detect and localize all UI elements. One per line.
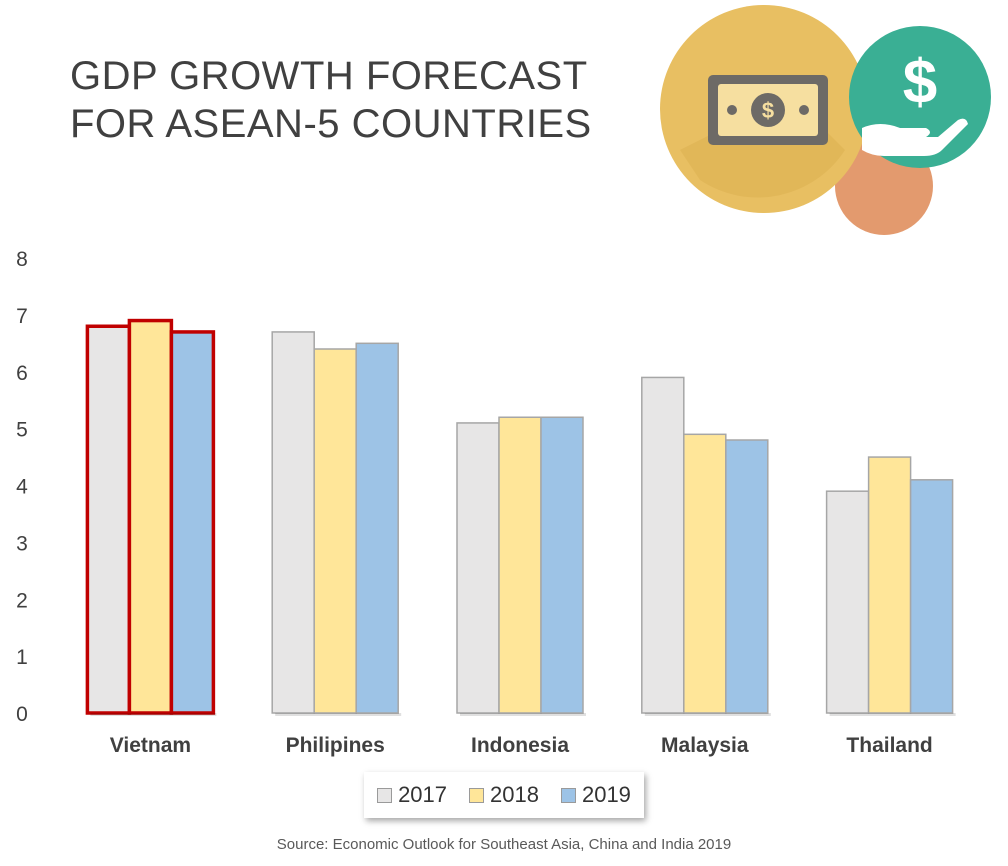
y-tick-label-4: 4 (16, 476, 28, 499)
y-tick-label-1: 1 (16, 646, 28, 669)
chart-title-line-1: GDP GROWTH FORECAST (70, 54, 588, 98)
legend-item-2019: 2019 (560, 782, 631, 808)
y-tick-label-6: 6 (16, 362, 28, 385)
legend-label-2019: 2019 (581, 782, 631, 807)
bar-malaysia-2018 (683, 433, 727, 714)
y-tick-label-0: 0 (16, 703, 28, 726)
x-tick-label-thailand: Thailand (846, 734, 932, 757)
legend-swatch-2019 (560, 787, 576, 803)
bar-indonesia-2019 (540, 416, 584, 714)
bar-vietnam-2019 (169, 330, 216, 715)
svg-text:$: $ (762, 98, 774, 123)
bar-shadow-thailand (829, 713, 956, 716)
y-tick-label-2: 2 (16, 589, 28, 612)
bar-shadow-malaysia (644, 713, 771, 716)
bar-thailand-2018 (867, 456, 912, 714)
legend-swatch-2017 (377, 787, 393, 803)
x-tick-label-philipines: Philipines (286, 734, 385, 757)
source-note: Source: Economic Outlook for Southeast A… (276, 836, 732, 853)
bar-vietnam-2017 (85, 324, 132, 715)
y-axis: 0 1 2 3 4 5 6 7 8 (16, 248, 28, 726)
bar-malaysia-2019 (725, 439, 769, 714)
bar-shadow-indonesia (460, 713, 586, 716)
y-tick-label-3: 3 (16, 532, 28, 555)
hand-dollar-icon: $ (862, 48, 968, 156)
x-tick-label-indonesia: Indonesia (471, 734, 569, 757)
bar-thailand-2017 (825, 490, 870, 714)
bar-philipines-2019 (355, 342, 399, 714)
legend-item-2017: 2017 (377, 782, 447, 808)
bar-vietnam-2018 (127, 318, 174, 715)
bar-philipines-2017 (271, 331, 315, 714)
chart-title: GDP GROWTH FORECAST FOR ASEAN-5 COUNTRIE… (70, 52, 592, 148)
legend-label-2017: 2017 (398, 782, 448, 807)
bar-thailand-2019 (909, 479, 954, 714)
bar-malaysia-2017 (641, 376, 685, 714)
bar-shadow-vietnam (90, 713, 217, 716)
chart-title-line-2: FOR ASEAN-5 COUNTRIES (70, 102, 592, 146)
svg-text:$: $ (903, 48, 937, 117)
x-tick-label-malaysia: Malaysia (661, 734, 749, 757)
money-illustration: $ $ (660, 5, 991, 235)
bar-shadow-philipines (275, 713, 402, 716)
bar-philipines-2018 (313, 348, 357, 714)
legend: 2017 2018 2019 (364, 772, 644, 818)
legend-swatch-2018 (469, 787, 485, 803)
bar-indonesia-2018 (498, 416, 542, 714)
y-tick-label-5: 5 (16, 419, 28, 442)
y-tick-label-8: 8 (16, 248, 28, 271)
x-tick-label-vietnam: Vietnam (110, 734, 191, 757)
banknote-dollar-icon: $ (708, 75, 828, 145)
legend-label-2018: 2018 (490, 782, 539, 807)
bars (85, 318, 956, 716)
legend-item-2018: 2018 (469, 782, 539, 808)
y-tick-label-7: 7 (16, 305, 28, 328)
x-axis: Vietnam Philipines Indonesia Malaysia Thaila… (110, 734, 933, 757)
bar-indonesia-2017 (456, 422, 500, 714)
